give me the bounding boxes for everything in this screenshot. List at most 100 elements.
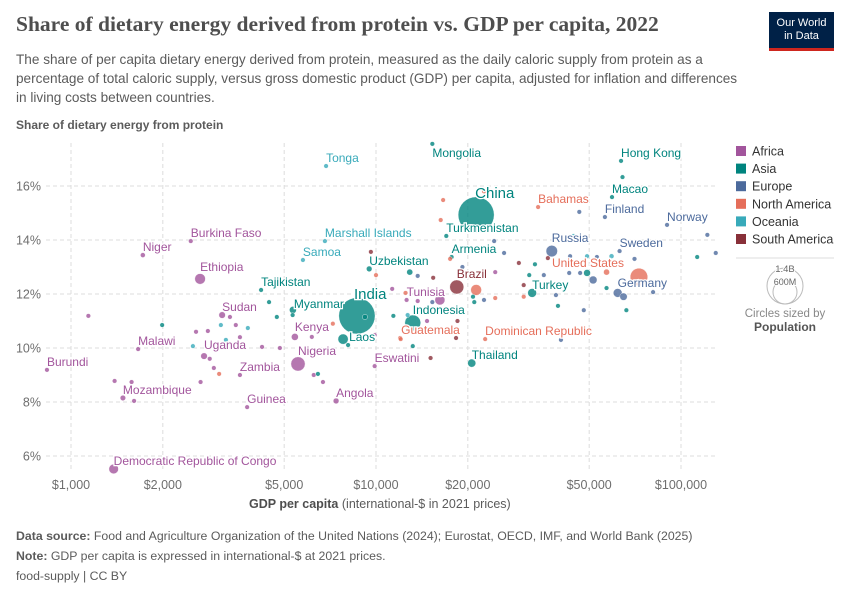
point-country[interactable] [390, 313, 396, 319]
point-country[interactable] [704, 232, 710, 238]
point-country[interactable] [198, 379, 204, 385]
point-country[interactable] [594, 254, 600, 260]
point-country[interactable] [85, 313, 91, 319]
point-country[interactable] [492, 269, 498, 275]
point-country[interactable] [566, 270, 572, 276]
point-guinea[interactable] [244, 404, 250, 410]
point-country[interactable] [159, 322, 165, 328]
point-country[interactable] [205, 328, 211, 334]
point-sweden[interactable] [617, 248, 623, 254]
point-country[interactable] [438, 217, 444, 223]
point-country[interactable] [694, 254, 700, 260]
point-country[interactable] [112, 378, 118, 384]
point-burkina-faso[interactable] [188, 238, 194, 244]
point-niger[interactable] [140, 252, 146, 258]
point-country[interactable] [315, 371, 321, 377]
point-country[interactable] [398, 336, 404, 342]
point-country[interactable] [330, 321, 336, 327]
point-country[interactable] [545, 255, 551, 261]
point-country[interactable] [373, 272, 379, 278]
legend-item[interactable]: South America [752, 233, 833, 247]
point-country[interactable] [532, 261, 538, 267]
point-country[interactable] [588, 275, 598, 285]
point-country[interactable] [266, 299, 272, 305]
point-country[interactable] [603, 268, 610, 276]
point-finland[interactable] [602, 214, 608, 220]
point-china[interactable] [457, 196, 495, 234]
point-country[interactable] [521, 294, 527, 300]
point-country[interactable] [584, 253, 590, 259]
footer-slug[interactable]: food-supply | CC BY [16, 569, 128, 583]
point-india[interactable] [338, 297, 376, 335]
legend-swatch[interactable] [736, 146, 746, 156]
point-country[interactable] [481, 297, 487, 303]
point-country[interactable] [608, 253, 615, 259]
point-country[interactable] [309, 334, 315, 340]
point-country[interactable] [470, 284, 482, 296]
point-samoa[interactable] [300, 257, 306, 263]
point-country[interactable] [223, 337, 229, 343]
point-country[interactable] [492, 295, 498, 301]
point-kenya[interactable] [291, 333, 299, 341]
legend-swatch[interactable] [736, 181, 746, 192]
point-country[interactable] [410, 343, 416, 349]
point-country[interactable] [277, 345, 283, 351]
point-country[interactable] [237, 334, 243, 340]
point-hong-kong[interactable] [618, 158, 624, 164]
point-united-states[interactable] [629, 268, 648, 286]
point-country[interactable] [245, 325, 251, 331]
point-tajikistan[interactable] [258, 287, 264, 293]
point-angola[interactable] [333, 397, 340, 404]
legend-item[interactable]: Europe [752, 180, 792, 194]
point-country[interactable] [193, 329, 199, 335]
point-country[interactable] [632, 256, 638, 262]
point-country[interactable] [311, 372, 317, 378]
point-country[interactable] [471, 299, 477, 305]
point-dominican-republic[interactable] [482, 336, 488, 342]
legend-swatch[interactable] [736, 163, 746, 174]
legend-swatch[interactable] [736, 216, 746, 227]
point-russia[interactable] [545, 245, 558, 258]
point-macao[interactable] [609, 194, 615, 200]
point-ethiopia[interactable] [194, 273, 206, 285]
point-country[interactable] [320, 379, 326, 385]
point-bahamas[interactable] [535, 204, 541, 210]
point-country[interactable] [428, 355, 434, 361]
point-country[interactable] [403, 290, 409, 296]
point-country[interactable] [650, 289, 656, 295]
point-country[interactable] [227, 314, 233, 320]
point-uzbekistan[interactable] [366, 265, 373, 272]
point-indonesia[interactable] [404, 314, 421, 332]
point-country[interactable] [713, 250, 719, 256]
point-zambia[interactable] [237, 372, 243, 378]
point-country[interactable] [583, 269, 591, 277]
point-country[interactable] [481, 188, 487, 194]
point-country[interactable] [620, 174, 626, 180]
point-country[interactable] [526, 272, 532, 278]
point-country[interactable] [424, 318, 430, 324]
point-tunisia[interactable] [404, 297, 410, 303]
point-country[interactable] [516, 260, 522, 266]
point-country[interactable] [129, 379, 135, 385]
point-malawi[interactable] [135, 346, 141, 352]
point-country[interactable] [501, 250, 507, 256]
point-country[interactable] [389, 286, 395, 292]
point-country[interactable] [415, 298, 421, 304]
point-uganda[interactable] [200, 352, 208, 360]
point-norway[interactable] [664, 222, 670, 228]
point-country[interactable] [430, 275, 436, 281]
point-tonga[interactable] [323, 163, 329, 169]
point-country[interactable] [541, 272, 547, 278]
point-country[interactable] [558, 337, 564, 343]
source-text[interactable]: Food and Agriculture Organization of the… [93, 529, 693, 543]
legend-item[interactable]: Oceania [752, 215, 799, 229]
point-country[interactable] [233, 322, 239, 328]
point-burundi[interactable] [44, 367, 50, 373]
legend-swatch[interactable] [736, 234, 746, 244]
point-country[interactable] [429, 299, 435, 305]
point-country[interactable] [434, 294, 446, 306]
point-country[interactable] [459, 264, 465, 270]
point-country[interactable] [368, 249, 374, 255]
point-country[interactable] [454, 318, 460, 324]
point-country[interactable] [406, 268, 413, 276]
